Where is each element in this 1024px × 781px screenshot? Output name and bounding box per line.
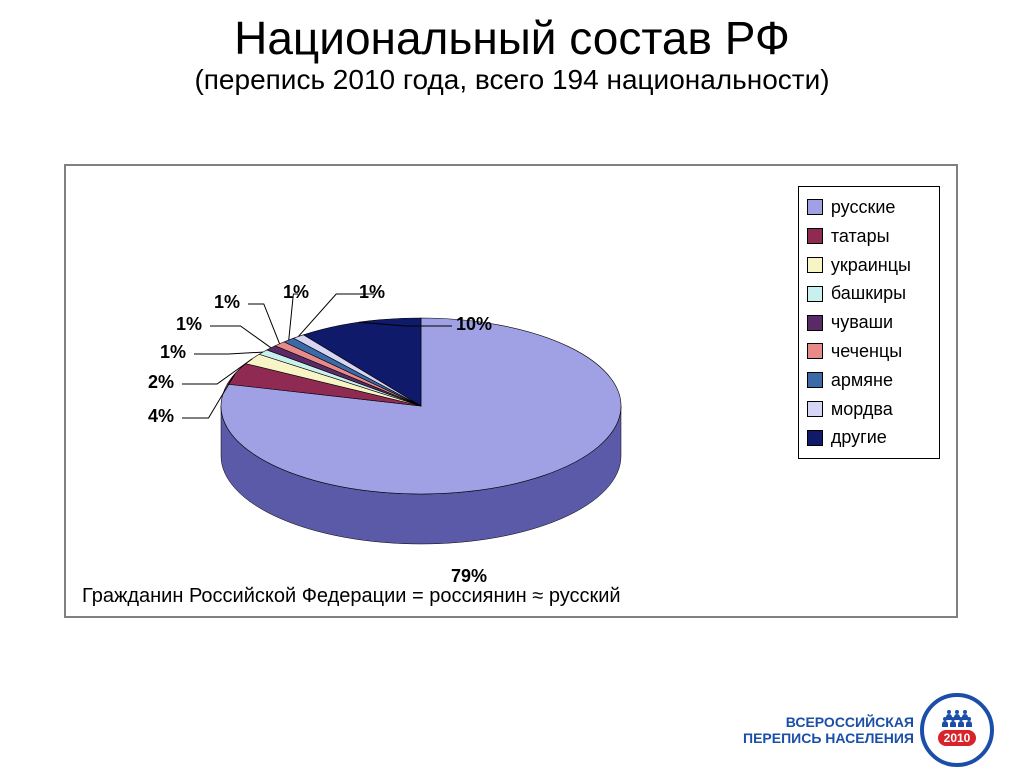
legend-item: татары bbox=[807, 222, 911, 251]
legend-item: чуваши bbox=[807, 308, 911, 337]
pie-label: 1% bbox=[359, 282, 385, 303]
chart-panel: 79% 4% 2% 1% 1% 1% 1% 1% 10% русскиетатарыукраин… bbox=[64, 164, 958, 618]
legend-swatch bbox=[807, 372, 823, 388]
legend-swatch bbox=[807, 286, 823, 302]
pie-label: 1% bbox=[160, 342, 186, 363]
legend-label: чеченцы bbox=[831, 337, 902, 366]
pie-label: 1% bbox=[283, 282, 309, 303]
census-logo: ВСЕРОССИЙСКАЯ ПЕРЕПИСЬ НАСЕЛЕНИЯ 2010 bbox=[743, 693, 994, 767]
legend-item: украинцы bbox=[807, 251, 911, 280]
legend-label: украинцы bbox=[831, 251, 911, 280]
legend-label: татары bbox=[831, 222, 890, 251]
legend-swatch bbox=[807, 228, 823, 244]
legend-label: мордва bbox=[831, 395, 893, 424]
legend-swatch bbox=[807, 343, 823, 359]
legend-item: русские bbox=[807, 193, 911, 222]
legend-label: чуваши bbox=[831, 308, 893, 337]
legend-swatch bbox=[807, 199, 823, 215]
legend-swatch bbox=[807, 401, 823, 417]
legend-item: мордва bbox=[807, 395, 911, 424]
logo-year: 2010 bbox=[938, 730, 977, 746]
chart-area: 79% 4% 2% 1% 1% 1% 1% 1% 10% русскиетатарыукраин… bbox=[66, 166, 956, 616]
pie-label: 2% bbox=[148, 372, 174, 393]
pie-label: 10% bbox=[456, 314, 492, 335]
legend-item: другие bbox=[807, 423, 911, 452]
legend-swatch bbox=[807, 430, 823, 446]
legend-item: армяне bbox=[807, 366, 911, 395]
legend-item: башкиры bbox=[807, 279, 911, 308]
pie-label: 1% bbox=[214, 292, 240, 313]
pie-label: 1% bbox=[176, 314, 202, 335]
pie-chart bbox=[206, 306, 636, 566]
page-subtitle: (перепись 2010 года, всего 194 националь… bbox=[0, 64, 1024, 96]
logo-line2: ПЕРЕПИСЬ НАСЕЛЕНИЯ bbox=[743, 730, 914, 746]
logo-line1: ВСЕРОССИЙСКАЯ bbox=[743, 714, 914, 730]
pie-label: 79% bbox=[451, 566, 487, 587]
legend-label: армяне bbox=[831, 366, 893, 395]
legend-item: чеченцы bbox=[807, 337, 911, 366]
chart-caption: Гражданин Российской Федерации = россиян… bbox=[82, 585, 621, 608]
pie-label: 4% bbox=[148, 406, 174, 427]
legend-label: другие bbox=[831, 423, 887, 452]
legend-label: русские bbox=[831, 193, 896, 222]
legend-swatch bbox=[807, 315, 823, 331]
page-title: Национальный состав РФ bbox=[0, 14, 1024, 62]
legend-label: башкиры bbox=[831, 279, 906, 308]
legend-swatch bbox=[807, 257, 823, 273]
logo-icon: 2010 bbox=[920, 693, 994, 767]
legend: русскиетатарыукраинцыбашкирычувашичеченц… bbox=[798, 186, 940, 459]
